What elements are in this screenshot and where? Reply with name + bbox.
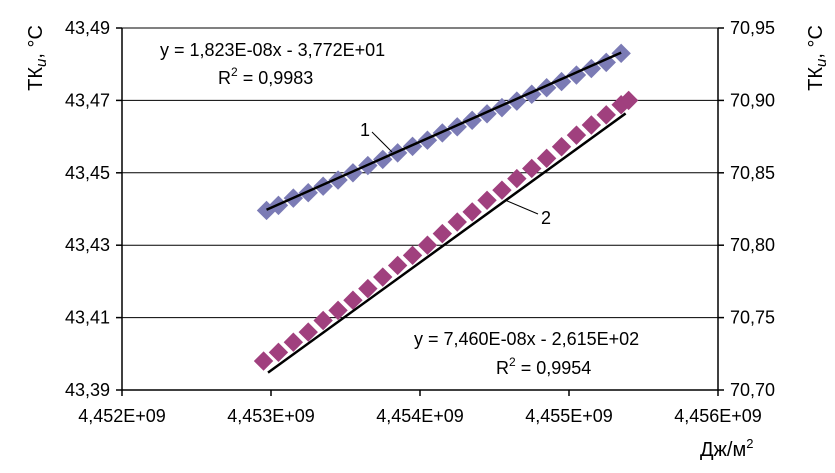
series-2-point xyxy=(432,223,453,244)
trendline-2-r2: R2 = 0,9954 xyxy=(496,355,591,378)
trendline-1-r2: R2 = 0,9983 xyxy=(218,65,313,88)
y-right-tick-label: 70,90 xyxy=(730,90,775,110)
series-2-label: 2 xyxy=(541,208,551,228)
series-2-point xyxy=(596,105,616,125)
series-2-point xyxy=(253,351,274,371)
series-2-point xyxy=(268,342,289,363)
series-2-point xyxy=(581,115,602,135)
series-2-point xyxy=(618,90,639,111)
series-2-point xyxy=(462,202,482,222)
series-2-point xyxy=(566,125,587,145)
series-2-point xyxy=(402,245,423,266)
y-left-tick-label: 43,49 xyxy=(65,18,110,38)
x-tick-label: 4,455E+09 xyxy=(525,406,613,426)
y-left-tick-label: 43,47 xyxy=(65,90,110,110)
x-tick-label: 4,456E+09 xyxy=(674,406,762,426)
series-2-point xyxy=(417,235,438,255)
y-right-axis-title: ТКи, °С xyxy=(805,25,830,91)
series-2-point xyxy=(358,278,378,299)
series-2-point xyxy=(343,290,363,310)
y-left-axis-title: ТКи, °С xyxy=(25,25,50,91)
series-1-leader-line xyxy=(371,131,393,153)
x-tick-label: 4,454E+09 xyxy=(376,406,464,426)
trendline-1-equation: y = 1,823E-08x - 3,772E+01 xyxy=(160,40,385,60)
tick-labels: 43,39 43,41 43,43 43,45 43,47 43,49 70,70 70,75… xyxy=(65,18,775,426)
series-2-point xyxy=(477,190,497,211)
series-2-point xyxy=(551,137,572,157)
series-2-markers xyxy=(253,90,639,371)
series-2-point xyxy=(522,158,542,179)
x-tick-label: 4,453E+09 xyxy=(227,406,315,426)
y-right-tick-label: 70,85 xyxy=(730,163,775,183)
series-2-leader-line xyxy=(504,199,539,215)
trendlines xyxy=(266,51,627,374)
series-2-point xyxy=(387,255,408,276)
trendline-2-equation: y = 7,460E-08x - 2,615E+02 xyxy=(414,329,639,349)
series-2-point xyxy=(328,300,348,321)
y-right-tick-label: 70,70 xyxy=(730,380,775,400)
trendline-2 xyxy=(267,112,627,374)
series-2-point xyxy=(373,267,393,287)
y-left-tick-label: 43,41 xyxy=(65,308,110,328)
series-markers xyxy=(253,43,639,371)
y-left-tick-label: 43,45 xyxy=(65,163,110,183)
series-2-point xyxy=(283,332,304,352)
y-left-tick-label: 43,43 xyxy=(65,235,110,255)
x-axis-title: Дж/м2 xyxy=(700,436,753,461)
trendline-1 xyxy=(266,51,622,211)
series-2-point xyxy=(313,310,333,331)
series-2-point xyxy=(492,180,512,200)
series-1-label: 1 xyxy=(360,120,370,140)
series-2-point xyxy=(536,148,557,169)
series-2-point xyxy=(507,168,527,189)
y-right-tick-label: 70,75 xyxy=(730,308,775,328)
grid xyxy=(122,27,718,319)
y-right-tick-label: 70,80 xyxy=(730,235,775,255)
x-tick-label: 4,452E+09 xyxy=(78,406,166,426)
series-2-point xyxy=(447,212,467,232)
ticks xyxy=(116,27,724,396)
series-2-point xyxy=(298,322,318,342)
y-left-tick-label: 43,39 xyxy=(65,380,110,400)
y-right-tick-label: 70,95 xyxy=(730,18,775,38)
